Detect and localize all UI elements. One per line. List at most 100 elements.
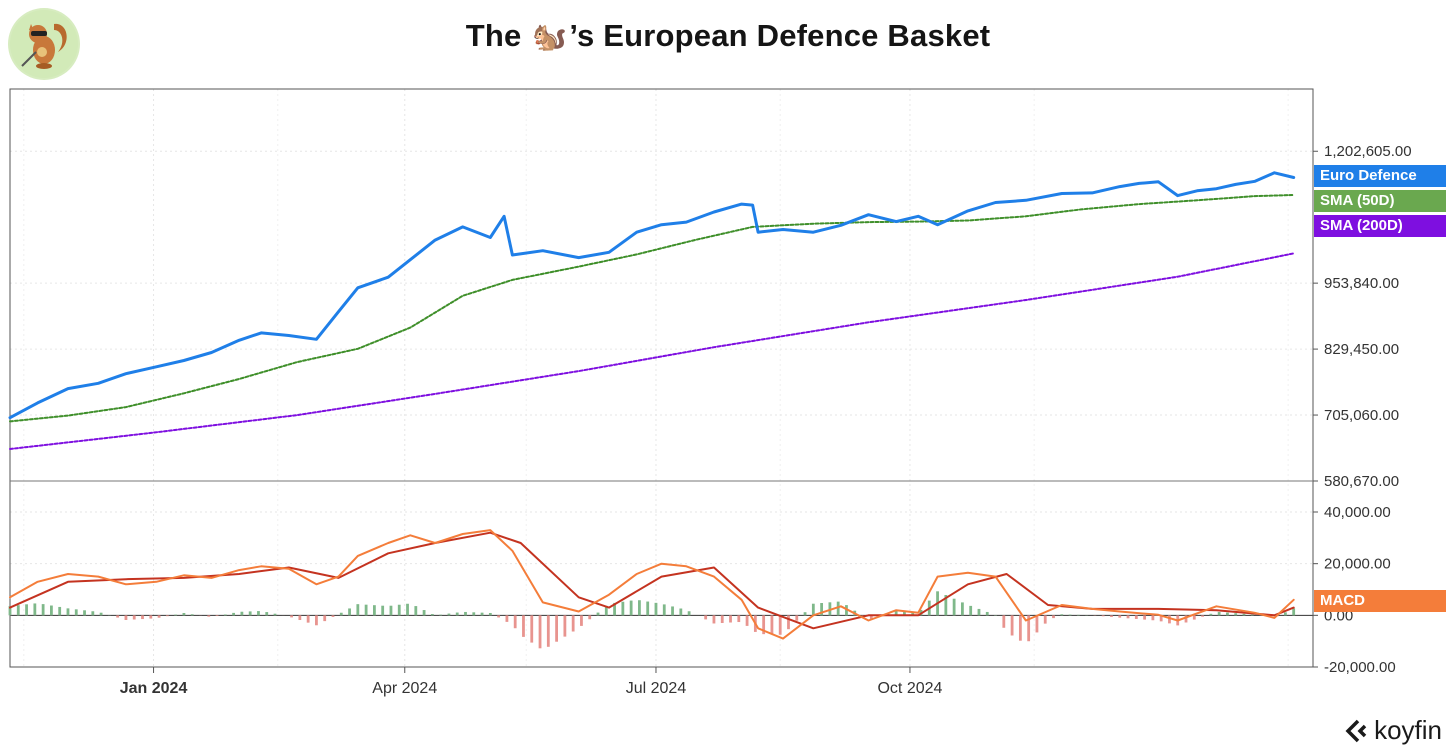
histogram-bar	[712, 615, 716, 624]
histogram-bar	[869, 615, 873, 620]
histogram-bar	[795, 615, 799, 621]
histogram-bar	[729, 615, 732, 623]
histogram-bar	[455, 612, 459, 616]
histogram-bar	[720, 615, 724, 623]
histogram-bar	[447, 613, 451, 616]
y-tick-label: 580,670.00	[1324, 473, 1399, 490]
histogram-bar	[91, 611, 95, 616]
histogram-bar	[74, 609, 78, 616]
squirrel-logo-icon	[10, 10, 78, 78]
histogram-bar	[1292, 608, 1296, 616]
histogram-bar	[1101, 615, 1105, 617]
histogram-bar	[389, 605, 393, 616]
histogram-bar	[903, 611, 906, 616]
histogram-bar	[820, 603, 824, 616]
histogram-bar	[1002, 615, 1006, 628]
histogram-bar	[298, 615, 302, 621]
histogram-bar	[530, 615, 534, 643]
histogram-bar	[1226, 612, 1229, 616]
histogram-bar	[265, 612, 269, 616]
histogram-bar	[1035, 615, 1039, 633]
histogram-bar	[563, 615, 567, 637]
histogram-bar	[33, 603, 37, 616]
histogram-bar	[1043, 615, 1047, 624]
koyfin-logo-icon	[1345, 719, 1367, 742]
histogram-bar	[1143, 615, 1147, 620]
y-tick-label: -20,000.00	[1324, 659, 1396, 676]
histogram-bar	[430, 614, 434, 616]
legend-macd: MACD	[1314, 590, 1446, 612]
histogram-bar	[1118, 615, 1122, 618]
histogram-bar	[190, 614, 194, 616]
histogram-bar	[596, 612, 600, 616]
histogram-bar	[132, 615, 136, 620]
histogram-bar	[1134, 615, 1138, 619]
histogram-bar	[488, 613, 492, 616]
histogram-bar	[621, 601, 625, 616]
histogram-bar	[770, 615, 774, 635]
chart-grid	[10, 89, 1313, 667]
histogram-bar	[472, 612, 476, 616]
histogram-bar	[762, 615, 766, 635]
histogram-bar	[83, 610, 86, 616]
histogram-bar	[505, 615, 509, 622]
histogram-bar	[977, 608, 981, 616]
histogram-bar	[745, 615, 749, 626]
histogram-bar	[116, 615, 120, 618]
histogram-bar	[952, 598, 956, 616]
histogram-bar	[1027, 615, 1031, 642]
histogram-bar	[836, 601, 840, 616]
histogram-bar	[240, 611, 244, 616]
histogram-bar	[273, 613, 277, 616]
histogram-bar	[257, 611, 260, 616]
histogram-bar	[58, 606, 62, 616]
histogram-bar	[397, 604, 401, 616]
histogram-bar	[944, 595, 948, 616]
histogram-bar	[1242, 613, 1246, 616]
histogram-bar	[99, 612, 103, 616]
histogram-bar	[323, 615, 327, 622]
histogram-bar	[613, 602, 616, 616]
histogram-bar	[985, 611, 989, 616]
histogram-bar	[381, 605, 385, 616]
histogram-bar	[223, 614, 227, 616]
histogram-bar	[811, 603, 815, 616]
avatar	[8, 8, 80, 80]
title-text-start: The	[465, 18, 522, 53]
histogram-bar	[356, 604, 360, 616]
histogram-bar	[497, 615, 501, 618]
histogram-bar	[25, 604, 28, 616]
histogram-bar	[787, 615, 790, 630]
histogram-bar	[1060, 614, 1064, 616]
x-tick-label: Jan 2024	[120, 680, 188, 697]
legend-euro-defence: Euro Defence	[1314, 165, 1446, 187]
page-title: The 🐿️’s European Defence Basket	[0, 18, 1456, 54]
histogram-bar	[1010, 615, 1014, 636]
histogram-bar	[1018, 615, 1022, 641]
histogram-bar	[828, 602, 832, 616]
histogram-bar	[1217, 612, 1221, 616]
y-tick-label: 953,840.00	[1324, 275, 1399, 292]
histogram-bar	[149, 615, 153, 619]
histogram-bar	[604, 605, 608, 616]
brand-name: koyfin	[1374, 715, 1442, 745]
histogram-bar	[1052, 615, 1055, 619]
axis-ticks: Jan 2024 Apr 2024 Jul 2024 Oct 2024 1,202,60…	[120, 143, 1412, 697]
chart-series	[8, 171, 1296, 640]
histogram-bar	[778, 615, 782, 635]
histogram-bar	[207, 615, 211, 617]
histogram-bar	[969, 605, 973, 616]
histogram-bar	[1209, 613, 1213, 616]
histogram-bar	[654, 602, 658, 616]
histogram-bar	[422, 610, 426, 616]
histogram-bar	[1184, 615, 1188, 623]
histogram-bar	[8, 606, 12, 616]
histogram-bar	[555, 615, 558, 642]
legend-sma-50d: SMA (50D)	[1314, 190, 1446, 212]
histogram-bar	[911, 612, 915, 616]
y-tick-label: 705,060.00	[1324, 407, 1399, 424]
histogram-bar	[339, 612, 343, 616]
histogram-bar	[414, 606, 418, 616]
histogram-bar	[571, 615, 575, 632]
